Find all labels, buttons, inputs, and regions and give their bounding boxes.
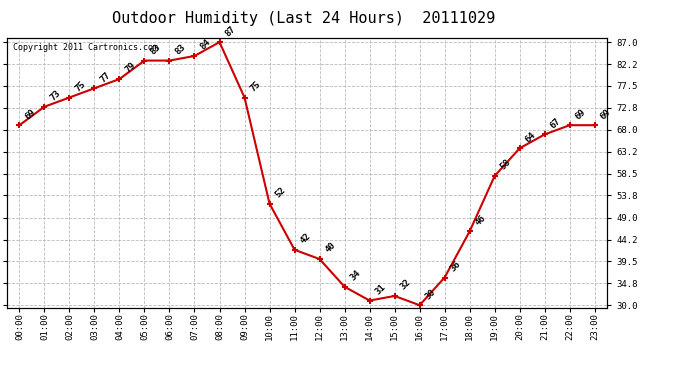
Text: 67: 67 [549, 116, 563, 130]
Text: 87: 87 [224, 24, 237, 38]
Text: 58: 58 [499, 158, 513, 172]
Text: 42: 42 [299, 232, 313, 246]
Text: 36: 36 [448, 260, 463, 273]
Text: 83: 83 [148, 42, 163, 56]
Text: 79: 79 [124, 61, 137, 75]
Text: 75: 75 [248, 80, 263, 93]
Text: 69: 69 [574, 107, 588, 121]
Text: 64: 64 [524, 130, 538, 144]
Text: 69: 69 [599, 107, 613, 121]
Text: 31: 31 [374, 282, 388, 296]
Text: 40: 40 [324, 241, 337, 255]
Text: 46: 46 [474, 213, 488, 227]
Text: 69: 69 [23, 107, 37, 121]
Text: Copyright 2011 Cartronics.com: Copyright 2011 Cartronics.com [13, 43, 158, 52]
Text: 75: 75 [74, 80, 88, 93]
Text: 73: 73 [48, 88, 63, 103]
Text: 32: 32 [399, 278, 413, 292]
Text: 84: 84 [199, 38, 213, 52]
Text: 52: 52 [274, 186, 288, 200]
Text: Outdoor Humidity (Last 24 Hours)  20111029: Outdoor Humidity (Last 24 Hours) 2011102… [112, 11, 495, 26]
Text: 30: 30 [424, 287, 437, 301]
Text: 83: 83 [174, 42, 188, 56]
Text: 77: 77 [99, 70, 112, 84]
Text: 34: 34 [348, 268, 363, 283]
